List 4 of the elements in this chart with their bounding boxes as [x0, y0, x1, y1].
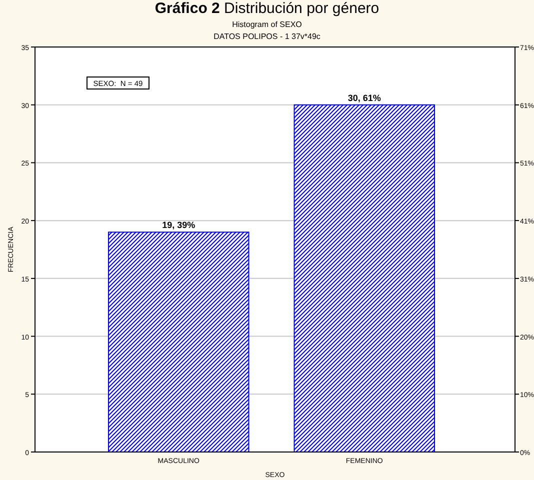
data-label: 19, 39%: [162, 220, 196, 230]
chart-title: Gráfico 2 Distribución por género: [154, 0, 380, 17]
chart-subtitle: Histogram of SEXO DATOS POLIPOS - 1 37v*49c: [214, 20, 320, 41]
data-label: 30, 61%: [348, 92, 381, 103]
